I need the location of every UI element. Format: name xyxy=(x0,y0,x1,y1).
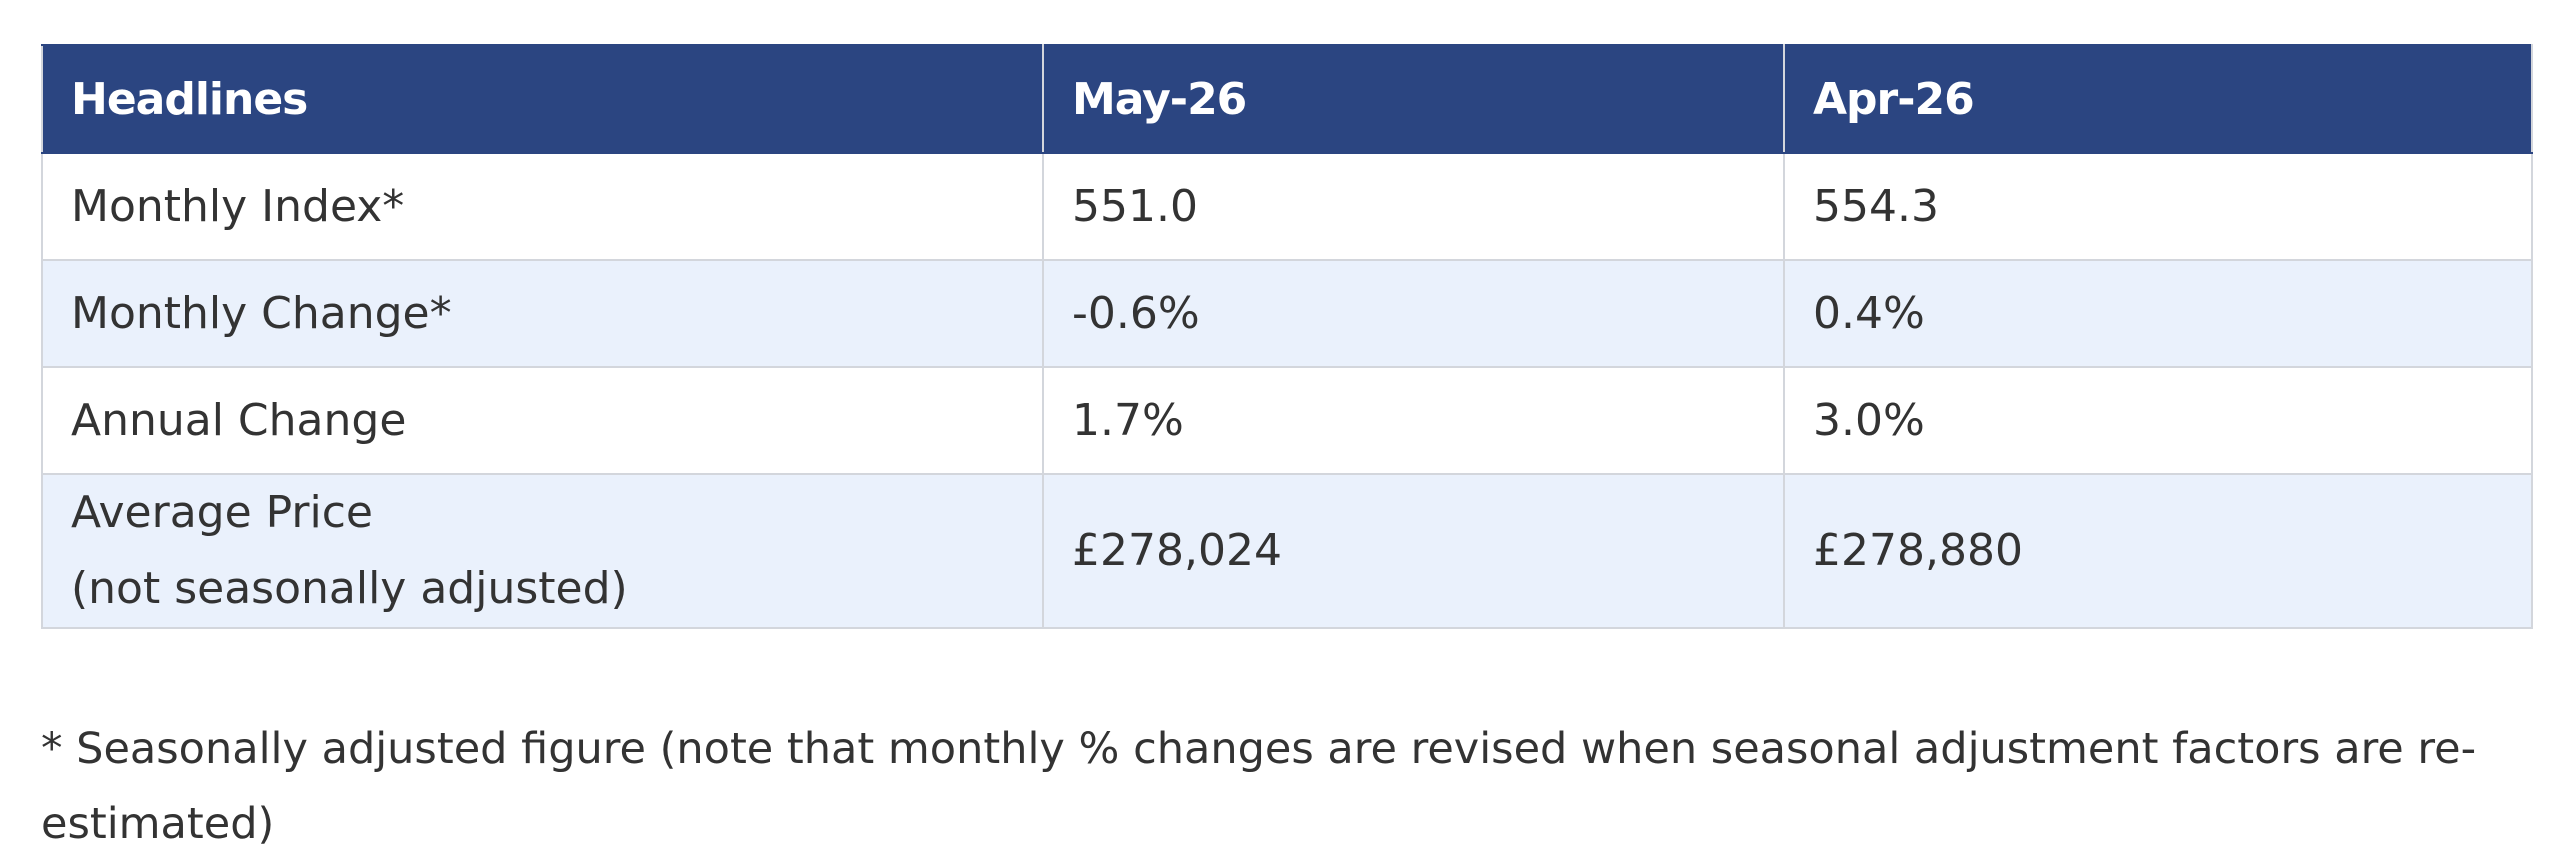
cell-text: 0.4% xyxy=(1813,287,1925,339)
cell-text: £278,024 xyxy=(1072,525,1282,576)
header-cell: Headlines xyxy=(41,44,1044,154)
table-container: Headlines May-26 Apr-26 Monthly Index* 551.… xyxy=(41,44,2533,629)
header-cell: May-26 xyxy=(1042,44,1785,154)
header-cell: Apr-26 xyxy=(1783,44,2533,154)
table-row: Annual Change 1.7% 3.0% xyxy=(41,366,2533,475)
cell-text: Annual Change xyxy=(71,394,407,446)
table-cell: Annual Change xyxy=(41,366,1044,475)
cell-text: 551.0 xyxy=(1072,180,1198,232)
table-cell: 551.0 xyxy=(1042,152,1785,261)
table-cell: £278,024 xyxy=(1042,473,1785,629)
table-row: Monthly Index* 551.0 554.3 xyxy=(41,152,2533,261)
table-cell: Monthly Change* xyxy=(41,259,1044,368)
cell-text: -0.6% xyxy=(1072,287,1200,339)
cell-text: £278,880 xyxy=(1813,525,2023,576)
table-cell: 554.3 xyxy=(1783,152,2533,261)
footnote: * Seasonally adjusted figure (note that … xyxy=(41,724,2477,849)
table-cell: Monthly Index* xyxy=(41,152,1044,261)
cell-text: Monthly Change* xyxy=(71,287,452,339)
table-cell: Average Price (not seasonally adjusted) xyxy=(41,473,1044,629)
cell-text: 3.0% xyxy=(1813,394,1925,446)
table-row: Monthly Change* -0.6% 0.4% xyxy=(41,259,2533,368)
cell-text: Monthly Index* xyxy=(71,180,405,232)
header-row: Headlines May-26 Apr-26 xyxy=(41,44,2533,154)
table-cell: -0.6% xyxy=(1042,259,1785,368)
table-row: Average Price (not seasonally adjusted) £2… xyxy=(41,473,2533,629)
table-cell: 1.7% xyxy=(1042,366,1785,475)
cell-text: 554.3 xyxy=(1813,180,1939,232)
cell-text: 1.7% xyxy=(1072,394,1184,446)
headline-table: Headlines May-26 Apr-26 Monthly Index* 551.… xyxy=(41,44,2533,629)
cell-text: Average Price xyxy=(71,487,374,538)
cell-text: (not seasonally adjusted) xyxy=(71,563,628,614)
table-cell: 0.4% xyxy=(1783,259,2533,368)
table-cell: £278,880 xyxy=(1783,473,2533,629)
table-cell: 3.0% xyxy=(1783,366,2533,475)
